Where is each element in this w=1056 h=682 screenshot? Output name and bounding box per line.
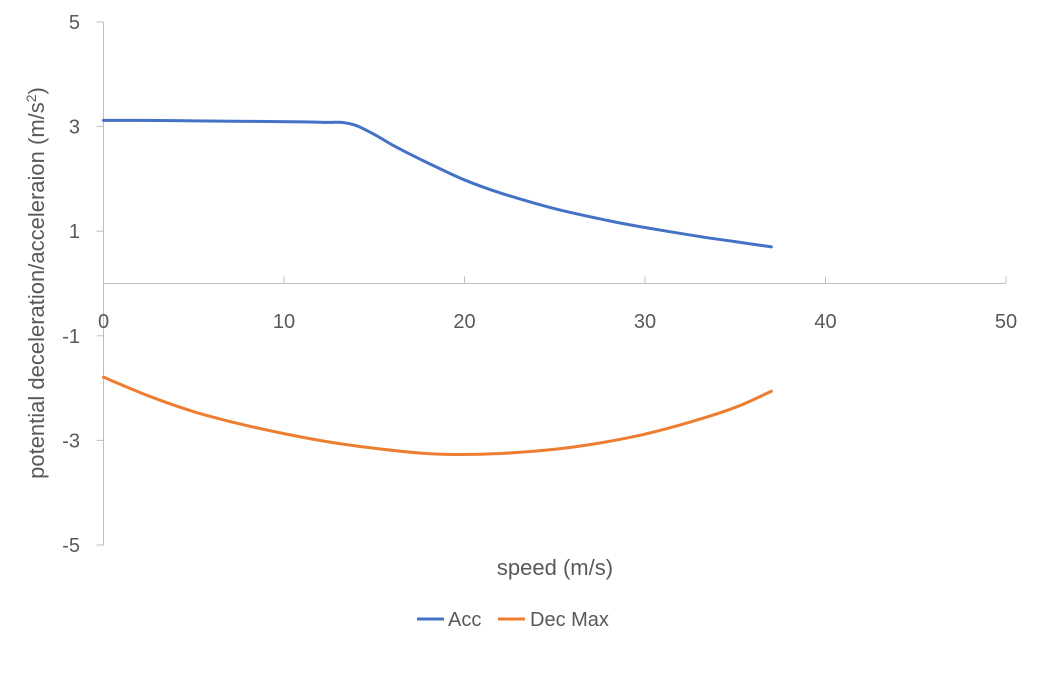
series-lines (102, 118, 773, 457)
y-tick-label: 5 (69, 12, 80, 34)
x-tick-label: 20 (453, 311, 475, 333)
y-tick-label: 3 (69, 117, 80, 139)
x-tick-label: 30 (634, 311, 656, 333)
legend: Acc Dec Max (417, 609, 609, 631)
x-tick-label: 50 (995, 311, 1017, 333)
x-tick-label: 0 (98, 311, 109, 333)
y-tick-label: -5 (62, 535, 80, 557)
legend-label-dec-max: Dec Max (530, 609, 609, 631)
legend-label-acc: Acc (448, 609, 481, 631)
x-tick-label: 10 (273, 311, 295, 333)
y-tick-label: -3 (62, 430, 80, 452)
y-axis-title: potential deceleration/acceleraion (m/s2… (23, 87, 49, 479)
x-axis-title: speed (m/s) (497, 555, 613, 580)
y-tick-label: -1 (62, 326, 80, 348)
series-line-dec-max (102, 375, 773, 457)
series-line-acc (102, 118, 773, 249)
axes: 5 3 1 -1 -3 -5 0 10 20 30 40 50 (62, 12, 1017, 557)
x-tick-label: 40 (814, 311, 836, 333)
y-tick-label: 1 (69, 221, 80, 243)
